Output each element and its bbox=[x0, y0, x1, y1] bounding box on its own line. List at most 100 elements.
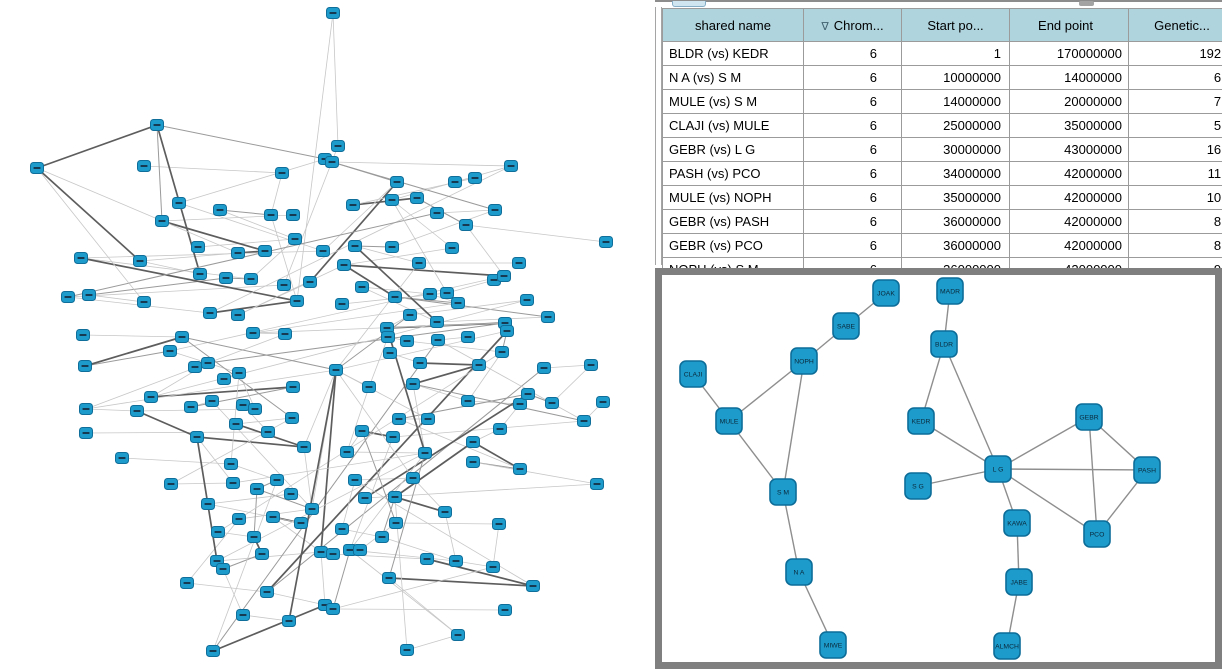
network-edge[interactable] bbox=[394, 496, 446, 513]
network-edge[interactable] bbox=[412, 477, 446, 513]
subnetwork-node-KEDR[interactable]: KEDR bbox=[907, 407, 935, 435]
network-edge[interactable] bbox=[207, 493, 292, 505]
network-node[interactable] bbox=[201, 357, 215, 369]
network-node[interactable] bbox=[385, 241, 399, 253]
main-network-canvas[interactable] bbox=[0, 0, 655, 669]
table-cell[interactable]: 1 bbox=[901, 41, 1010, 66]
table-cell[interactable]: 14000000 bbox=[1009, 65, 1129, 90]
network-node[interactable] bbox=[461, 395, 475, 407]
network-node[interactable] bbox=[264, 209, 278, 221]
network-node[interactable] bbox=[297, 441, 311, 453]
network-node[interactable] bbox=[193, 268, 207, 280]
network-edge[interactable] bbox=[343, 264, 396, 298]
network-edge[interactable] bbox=[250, 238, 296, 280]
network-node[interactable] bbox=[144, 391, 158, 403]
network-node[interactable] bbox=[348, 474, 362, 486]
network-edge[interactable] bbox=[472, 461, 598, 485]
network-edge[interactable] bbox=[170, 482, 234, 485]
network-edge[interactable] bbox=[391, 209, 496, 248]
network-edge[interactable] bbox=[209, 300, 298, 314]
network-edge[interactable] bbox=[551, 364, 592, 404]
table-cell[interactable]: 6 bbox=[803, 233, 902, 258]
network-node[interactable] bbox=[286, 381, 300, 393]
network-edge[interactable] bbox=[349, 549, 459, 636]
network-edge[interactable] bbox=[121, 457, 232, 465]
subnetwork-node-MULE[interactable]: MULE bbox=[715, 407, 743, 435]
network-edge[interactable] bbox=[354, 245, 438, 323]
network-node[interactable] bbox=[486, 561, 500, 573]
network-node[interactable] bbox=[137, 160, 151, 172]
main-network-panel[interactable] bbox=[0, 0, 655, 669]
network-edge[interactable] bbox=[232, 452, 426, 484]
network-node[interactable] bbox=[337, 259, 351, 271]
network-edge[interactable] bbox=[85, 431, 269, 434]
network-node[interactable] bbox=[247, 531, 261, 543]
network-edge[interactable] bbox=[219, 209, 272, 216]
network-node[interactable] bbox=[451, 297, 465, 309]
network-node[interactable] bbox=[526, 580, 540, 592]
network-node[interactable] bbox=[61, 291, 75, 303]
network-node[interactable] bbox=[388, 291, 402, 303]
table-cell[interactable]: GEBR (vs) L G bbox=[662, 137, 804, 162]
network-node[interactable] bbox=[472, 359, 486, 371]
network-node[interactable] bbox=[537, 362, 551, 374]
network-edge[interactable] bbox=[412, 383, 426, 454]
filter-icon[interactable]: ∇ bbox=[821, 20, 829, 33]
subnetwork-node-JABE[interactable]: JABE bbox=[1005, 568, 1033, 596]
network-node[interactable] bbox=[184, 401, 198, 413]
network-node[interactable] bbox=[229, 418, 243, 430]
network-node[interactable] bbox=[217, 373, 231, 385]
network-node[interactable] bbox=[213, 204, 227, 216]
network-edge[interactable] bbox=[186, 582, 268, 593]
subnetwork-panel[interactable]: JOAK MADR SABE BLDR NOPH CLAJI GEBR MULE KEDR L G… bbox=[655, 268, 1222, 669]
table-cell[interactable]: 43000000 bbox=[1009, 137, 1129, 162]
network-node[interactable] bbox=[282, 615, 296, 627]
column-header-chrom[interactable]: ∇ Chrom... bbox=[803, 8, 902, 42]
table-cell[interactable]: 42000000 bbox=[1009, 233, 1129, 258]
table-cell[interactable]: CLAJI (vs) MULE bbox=[662, 113, 804, 138]
table-cell[interactable]: 170000000 bbox=[1009, 41, 1129, 66]
subnetwork-edge-LG-GEBR[interactable] bbox=[997, 416, 1090, 470]
table-cell[interactable]: 20000000 bbox=[1009, 89, 1129, 114]
network-node[interactable] bbox=[150, 119, 164, 131]
network-edge[interactable] bbox=[36, 167, 141, 262]
network-node[interactable] bbox=[278, 328, 292, 340]
network-node[interactable] bbox=[413, 357, 427, 369]
subnetwork-edge-LG-PCO[interactable] bbox=[997, 468, 1098, 535]
network-node[interactable] bbox=[288, 233, 302, 245]
table-cell[interactable]: GEBR (vs) PASH bbox=[662, 209, 804, 234]
subnetwork-node-KAWA[interactable]: KAWA bbox=[1003, 509, 1031, 537]
table-cell[interactable]: 6.6 bbox=[1128, 65, 1222, 90]
network-edge[interactable] bbox=[467, 351, 503, 402]
subnetwork-edge-NOPH-SM[interactable] bbox=[782, 360, 805, 493]
network-node[interactable] bbox=[400, 644, 414, 656]
table-cell[interactable]: 30000000 bbox=[901, 137, 1010, 162]
table-cell[interactable]: 36000000 bbox=[901, 209, 1010, 234]
network-node[interactable] bbox=[290, 295, 304, 307]
network-edge[interactable] bbox=[354, 245, 420, 264]
network-edge[interactable] bbox=[543, 364, 592, 369]
table-cell[interactable]: 14000000 bbox=[901, 89, 1010, 114]
network-edge[interactable] bbox=[331, 161, 496, 211]
network-node[interactable] bbox=[520, 294, 534, 306]
network-node[interactable] bbox=[219, 272, 233, 284]
network-edge[interactable] bbox=[303, 446, 313, 510]
network-edge[interactable] bbox=[332, 549, 351, 610]
subnetwork-node-SM[interactable]: S M bbox=[769, 478, 797, 506]
network-node[interactable] bbox=[201, 498, 215, 510]
network-edge[interactable] bbox=[212, 479, 278, 652]
table-cell[interactable]: 42000000 bbox=[1009, 209, 1129, 234]
network-node[interactable] bbox=[493, 423, 507, 435]
network-edge[interactable] bbox=[207, 503, 302, 524]
subnetwork-node-GEBR[interactable]: GEBR bbox=[1075, 403, 1103, 431]
network-node[interactable] bbox=[236, 609, 250, 621]
network-node[interactable] bbox=[431, 334, 445, 346]
network-edge[interactable] bbox=[143, 165, 283, 174]
subnetwork-node-LG[interactable]: L G bbox=[984, 455, 1012, 483]
network-node[interactable] bbox=[326, 548, 340, 560]
network-edge[interactable] bbox=[398, 418, 521, 470]
network-edge[interactable] bbox=[332, 566, 494, 610]
network-node[interactable] bbox=[331, 140, 345, 152]
